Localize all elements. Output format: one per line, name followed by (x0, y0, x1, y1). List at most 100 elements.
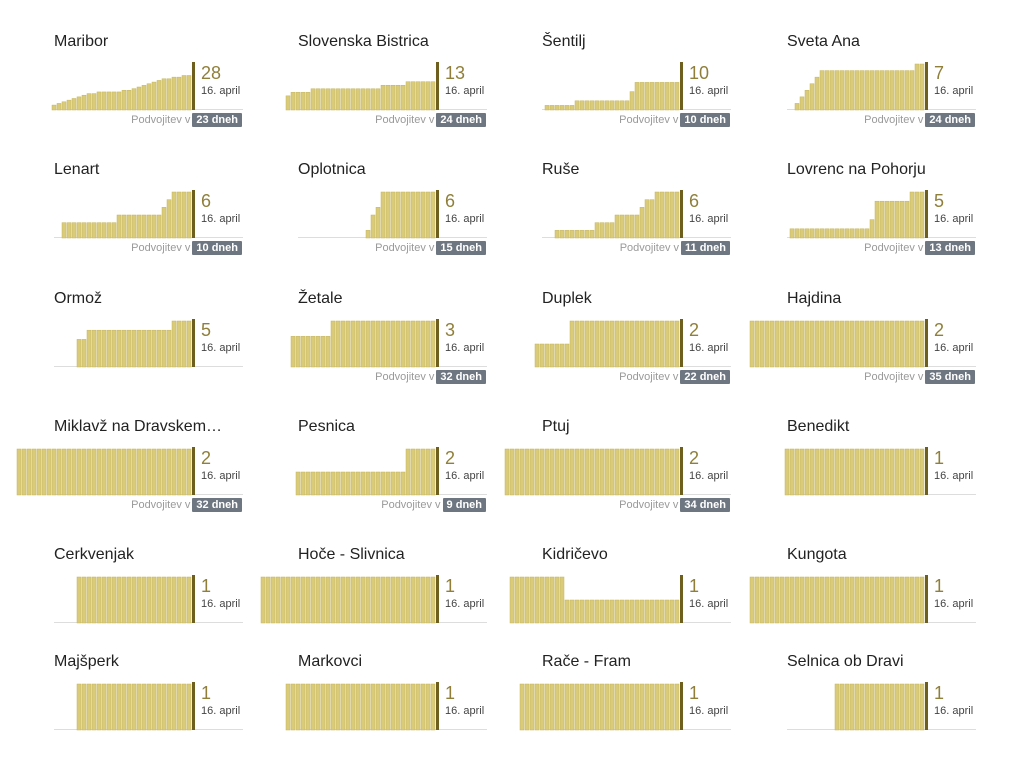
daily-bar (166, 683, 172, 731)
daily-bar (879, 576, 885, 624)
daily-bar (594, 100, 600, 111)
daily-bar (166, 448, 172, 496)
sparkline-chart (290, 319, 487, 368)
daily-bar (804, 90, 810, 111)
daily-bar (360, 576, 366, 624)
daily-bar (629, 91, 635, 111)
daily-bar (529, 448, 535, 496)
date-label: 16. april (445, 705, 485, 717)
daily-bar (894, 70, 900, 111)
daily-bar (879, 70, 885, 111)
daily-bar (834, 683, 840, 731)
municipality-name: Oplotnica (298, 161, 366, 178)
daily-bar (914, 320, 920, 368)
municipality-card: Šentilj 10 16. april Podvojitev v 10 dneh (542, 32, 742, 142)
daily-bar (16, 448, 22, 496)
daily-bar (514, 576, 520, 624)
daily-bar (285, 576, 291, 624)
municipality-card: Sveta Ana 7 16. april Podvojitev v 24 dneh (787, 32, 987, 142)
daily-bar (664, 599, 670, 624)
daily-bar (534, 343, 540, 368)
daily-bar (380, 191, 386, 239)
daily-bar (594, 448, 600, 496)
daily-bar (181, 75, 187, 111)
daily-bar (385, 471, 391, 496)
daily-bar (884, 576, 890, 624)
daily-bar (425, 576, 431, 624)
doubling-time: Podvojitev v 32 dneh (375, 370, 486, 385)
daily-bar (420, 320, 426, 368)
daily-bar (859, 576, 865, 624)
daily-bar (410, 320, 416, 368)
current-value-bar (680, 575, 683, 623)
daily-bar (425, 448, 431, 496)
current-value-bar (925, 575, 928, 623)
municipality-card: Lovrenc na Pohorju 5 16. april Podvojitev v… (787, 160, 987, 270)
daily-bar (509, 448, 515, 496)
daily-bar (390, 471, 396, 496)
daily-bar (86, 683, 92, 731)
daily-bar (549, 343, 555, 368)
sparkline-chart (787, 190, 976, 239)
daily-bar (405, 683, 411, 731)
daily-bar (649, 320, 655, 368)
daily-bar (415, 683, 421, 731)
daily-bar (854, 683, 860, 731)
daily-bar (629, 214, 635, 239)
daily-bar (141, 448, 147, 496)
sparkline-chart (504, 447, 731, 496)
daily-bar (569, 230, 575, 239)
doubling-label: Podvojitev v (131, 242, 191, 254)
daily-bar (664, 320, 670, 368)
doubling-time: Podvojitev v 22 dneh (619, 370, 730, 385)
doubling-time: Podvojitev v 24 dneh (375, 113, 486, 128)
daily-bar (96, 329, 102, 368)
case-count: 1 (689, 576, 700, 596)
daily-bar (390, 320, 396, 368)
daily-bar (814, 448, 820, 496)
municipality-card: Slovenska Bistrica 13 16. april Podvojitev … (285, 32, 498, 142)
daily-bar (345, 88, 351, 111)
daily-bar (405, 81, 411, 111)
daily-bar (819, 70, 825, 111)
daily-bar (171, 76, 177, 111)
daily-bar (330, 471, 336, 496)
daily-bar (854, 320, 860, 368)
daily-bar (579, 100, 585, 111)
daily-bar (574, 100, 580, 111)
daily-bar (161, 576, 167, 624)
municipality-name: Slovenska Bistrica (298, 33, 429, 50)
doubling-label: Podvojitev v (375, 114, 435, 126)
daily-bar (789, 448, 795, 496)
daily-bar (430, 81, 436, 111)
sparkline-chart (298, 190, 487, 239)
daily-bar (674, 683, 680, 731)
daily-bar (849, 683, 855, 731)
daily-bar (804, 576, 810, 624)
daily-bar (634, 683, 640, 731)
daily-bar (654, 448, 660, 496)
daily-bar (899, 320, 905, 368)
daily-bar (904, 448, 910, 496)
daily-bar (859, 228, 865, 239)
daily-bar (644, 599, 650, 624)
daily-bar (430, 576, 436, 624)
daily-bar (669, 320, 675, 368)
daily-bar (81, 94, 87, 111)
daily-bar (385, 84, 391, 111)
date-label: 16. april (934, 705, 974, 717)
daily-bar (639, 207, 645, 239)
daily-bar (909, 70, 915, 111)
daily-bar (654, 320, 660, 368)
daily-bar (649, 448, 655, 496)
daily-bar (549, 448, 555, 496)
daily-bar (854, 70, 860, 111)
daily-bar (146, 329, 152, 368)
doubling-time: Podvojitev v 13 dneh (864, 241, 975, 256)
daily-bar (839, 448, 845, 496)
daily-bar (784, 448, 790, 496)
daily-bar (156, 448, 162, 496)
daily-bar (829, 320, 835, 368)
sparkline-chart (542, 62, 731, 111)
daily-bar (659, 191, 665, 239)
